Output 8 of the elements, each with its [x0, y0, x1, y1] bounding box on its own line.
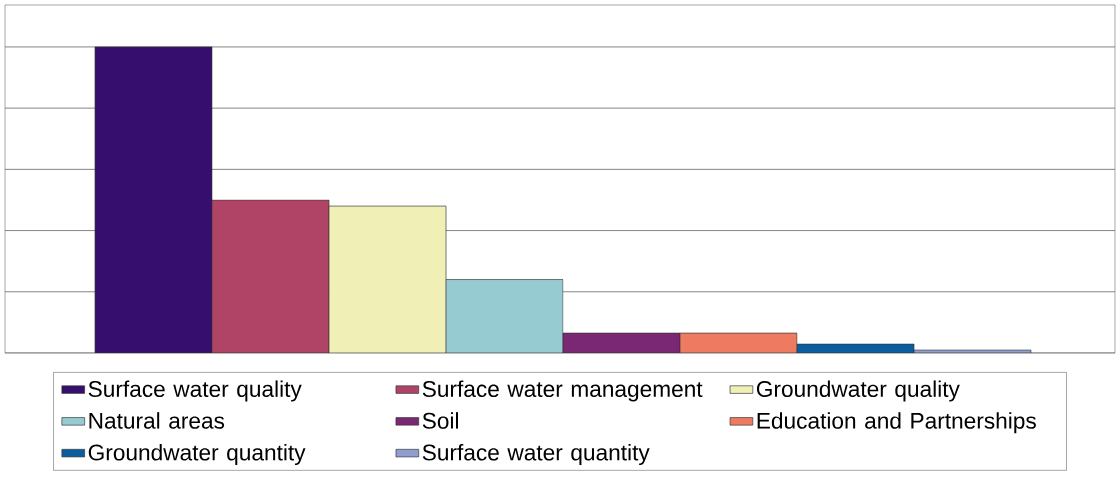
legend-label: Groundwater quantity	[88, 443, 306, 466]
legend-label: Education and Partnerships	[757, 412, 1036, 434]
legend-label: Groundwater quality	[756, 380, 960, 402]
legend-label: Soil	[422, 412, 458, 429]
legend-label: Surface water quantity	[422, 443, 650, 466]
legend-label: Surface water management	[422, 380, 703, 402]
legend-label: Surface water quality	[88, 380, 302, 402]
legend-label: Natural areas	[89, 412, 225, 429]
